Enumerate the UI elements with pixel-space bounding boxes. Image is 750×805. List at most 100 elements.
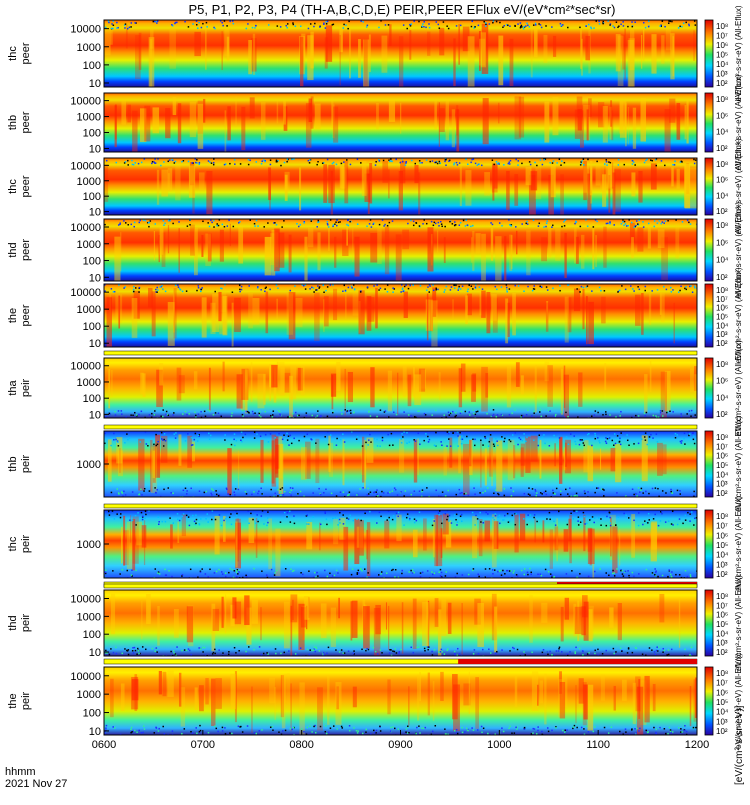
noise-pixel — [191, 162, 193, 164]
spectrogram-streak — [611, 110, 614, 141]
noise-pixel — [360, 162, 362, 164]
noise-pixel — [437, 23, 440, 26]
noise-pixel — [433, 572, 436, 575]
noise-pixel — [542, 649, 545, 651]
noise-pixel — [162, 439, 164, 441]
noise-pixel — [269, 163, 272, 166]
noise-pixel — [202, 651, 204, 653]
x-tick-label: 1200 — [685, 739, 709, 751]
noise-pixel — [299, 25, 302, 27]
noise-pixel — [208, 438, 211, 440]
noise-pixel — [412, 220, 415, 223]
spectrogram-streak — [111, 370, 113, 397]
noise-pixel — [435, 288, 438, 291]
noise-pixel — [277, 159, 279, 162]
noise-pixel — [408, 519, 411, 521]
noise-pixel — [610, 726, 613, 728]
noise-pixel — [181, 649, 183, 652]
spectrogram-streak — [271, 230, 276, 276]
noise-pixel — [470, 161, 472, 164]
spectrogram-streak — [398, 170, 403, 211]
noise-pixel — [590, 26, 592, 29]
noise-pixel — [402, 436, 404, 438]
spectrogram-streak — [583, 440, 589, 473]
noise-pixel — [631, 160, 634, 162]
noise-pixel — [147, 445, 149, 447]
noise-pixel — [366, 225, 368, 228]
noise-pixel — [240, 285, 243, 288]
noise-pixel — [636, 495, 638, 497]
spectrogram-streak — [235, 96, 237, 127]
panel-probe-label: the — [7, 308, 19, 323]
noise-pixel — [497, 516, 499, 519]
noise-pixel — [167, 487, 170, 489]
noise-pixel — [560, 24, 563, 27]
noise-pixel — [133, 290, 135, 293]
noise-pixel — [232, 576, 235, 578]
noise-pixel — [415, 416, 417, 418]
noise-pixel — [112, 291, 115, 293]
noise-pixel — [618, 289, 621, 292]
noise-pixel — [510, 224, 513, 226]
noise-pixel — [681, 221, 684, 223]
noise-pixel — [633, 290, 635, 292]
spectrogram-streak — [352, 686, 357, 708]
noise-pixel — [124, 286, 126, 288]
noise-pixel — [501, 727, 503, 729]
spectrogram-streak — [358, 300, 361, 333]
noise-pixel — [375, 491, 377, 493]
noise-pixel — [468, 284, 470, 286]
noise-pixel — [631, 21, 633, 23]
noise-pixel — [691, 291, 694, 293]
noise-pixel — [587, 23, 590, 26]
noise-pixel — [417, 646, 420, 648]
noise-pixel — [602, 20, 605, 23]
noise-pixel — [431, 160, 434, 162]
spectrogram-streak — [203, 98, 206, 123]
noise-pixel — [467, 729, 469, 731]
noise-pixel — [388, 516, 390, 519]
noise-pixel — [233, 159, 236, 161]
spectrogram-streak — [194, 687, 198, 710]
noise-pixel — [349, 163, 352, 166]
noise-pixel — [347, 518, 350, 520]
noise-pixel — [466, 290, 469, 293]
spectrogram-streak — [138, 32, 142, 70]
noise-pixel — [230, 523, 233, 526]
noise-pixel — [523, 726, 526, 729]
noise-pixel — [654, 653, 657, 656]
spectrogram-streak — [661, 237, 668, 280]
noise-pixel — [670, 731, 672, 734]
noise-pixel — [637, 442, 640, 445]
spectrogram-streak — [221, 596, 224, 628]
noise-pixel — [504, 416, 506, 418]
noise-pixel — [545, 25, 547, 27]
noise-pixel — [247, 163, 250, 166]
noise-pixel — [492, 21, 494, 24]
noise-pixel — [506, 512, 509, 515]
y-tick-label: 10 — [89, 409, 101, 421]
noise-pixel — [283, 161, 286, 164]
noise-pixel — [544, 158, 547, 160]
noise-pixel — [526, 220, 528, 223]
noise-pixel — [132, 414, 134, 417]
noise-pixel — [690, 415, 692, 417]
noise-pixel — [397, 576, 400, 578]
noise-pixel — [508, 727, 510, 730]
noise-pixel — [413, 20, 415, 22]
noise-pixel — [655, 570, 657, 572]
noise-pixel — [553, 415, 555, 418]
noise-pixel — [163, 432, 166, 435]
noise-pixel — [441, 444, 443, 447]
spectrogram-streak — [422, 601, 429, 646]
spectrogram-streak — [636, 686, 644, 735]
noise-pixel — [104, 284, 106, 286]
noise-pixel — [585, 219, 587, 221]
noise-pixel — [115, 161, 118, 164]
spectrogram-streak — [514, 675, 518, 707]
colorbar-tick-label: 10³ — [716, 639, 728, 648]
noise-pixel — [605, 572, 607, 574]
noise-pixel — [409, 23, 411, 26]
noise-pixel — [361, 569, 363, 572]
noise-pixel — [347, 27, 349, 30]
